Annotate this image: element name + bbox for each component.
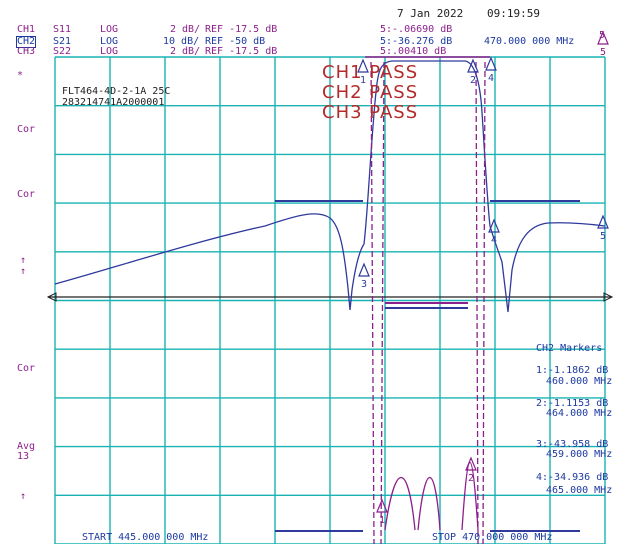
status-cor-1: Cor — [17, 124, 36, 135]
traces — [54, 56, 606, 544]
ch2-scale: 10 dB/ — [163, 36, 200, 47]
ch3-marker-readout: 5:.00410 dB — [380, 46, 447, 57]
date-label: 7 Jan 2022 — [397, 7, 464, 20]
ch3-label[interactable]: CH3 — [17, 46, 36, 57]
marker-5-icon — [597, 214, 609, 229]
marker-2-icon — [467, 58, 479, 73]
marker-1-bottom-icon — [376, 498, 388, 513]
graticule-grid — [46, 56, 614, 544]
device-serial: 283214741A2000001 — [62, 97, 165, 108]
reference-left-arrow-icon — [46, 292, 57, 302]
marker-1-icon-label: 1 — [360, 75, 366, 86]
marker-symbols: 1 2 3 4 5 4 5 1 2 — [357, 30, 609, 526]
reference-right-arrow-icon — [603, 292, 614, 302]
ch1-ref: REF -17.5 dB — [205, 24, 278, 35]
status-star: * — [17, 70, 24, 81]
ch2-format: LOG — [100, 36, 119, 47]
ch1-param: S11 — [53, 24, 72, 35]
limit-lines — [275, 200, 580, 532]
marker-5-top-icon-label: 5 — [600, 47, 606, 58]
marker-4-freq: 465.000 MHz — [546, 485, 613, 496]
status-avg: Avg — [17, 441, 36, 452]
marker-4-top-icon — [485, 56, 497, 71]
marker-4-top-icon-label: 4 — [488, 73, 494, 84]
marker-3-icon — [358, 262, 370, 277]
marker-1-freq: 460.000 MHz — [546, 376, 613, 387]
ch2-trace — [54, 60, 606, 313]
ch3-ref: REF -17.5 dB — [205, 46, 278, 57]
device-name: FLT464-4D-2-1A 25C — [62, 86, 171, 97]
ch1-pass-label: CH1 PASS — [322, 62, 419, 83]
marker-4-value: 4:-34.936 dB — [536, 472, 609, 483]
ch3-pass-label: CH3 PASS — [322, 102, 419, 123]
status-arrow-1: ↑ — [20, 255, 27, 266]
status-arrow-3: ↑ — [20, 491, 27, 502]
marker-3-value: 3:-43.958 dB — [536, 439, 609, 450]
marker-number: 5 — [599, 30, 606, 41]
marker-5-icon-label: 5 — [600, 231, 606, 242]
status-avg-count: 13 — [17, 451, 30, 462]
ch3-param: S22 — [53, 46, 72, 57]
ch1-marker-readout: 5:-.06690 dB — [380, 24, 453, 35]
ch3-trace — [384, 461, 479, 531]
ch3-scale: 2 dB/ — [170, 46, 201, 57]
marker-4-icon-label: 4 — [491, 235, 497, 246]
status-arrow-2: ↑ — [20, 266, 27, 277]
ch1-scale: 2 dB/ — [170, 24, 201, 35]
ch1-label[interactable]: CH1 — [17, 24, 36, 35]
markers-panel-title: CH2 Markers — [536, 343, 603, 354]
start-frequency: START 445.000 000 MHz — [82, 532, 209, 543]
marker-4-icon — [488, 218, 500, 233]
marker-2-bottom-icon — [465, 456, 477, 471]
marker-1-icon — [357, 58, 369, 73]
marker-frequency: 470.000 000 MHz — [484, 36, 575, 47]
ch2-ref: REF -50 dB — [205, 36, 266, 47]
ch2-label[interactable]: CH2 — [15, 36, 37, 48]
marker-2-freq: 464.000 MHz — [546, 408, 613, 419]
status-cor-3: Cor — [17, 363, 36, 374]
stop-frequency: STOP 470.000 000 MHz — [432, 532, 553, 543]
marker-2-value: 2:-1.1153 dB — [536, 398, 609, 409]
marker-1-value: 1:-1.1862 dB — [536, 365, 609, 376]
marker-2-icon-label: 2 — [470, 75, 476, 86]
time-label: 09:19:59 — [487, 7, 540, 20]
marker-3-freq: 459.000 MHz — [546, 449, 613, 460]
ch3-format: LOG — [100, 46, 119, 57]
marker-1-bottom-icon-label: 1 — [379, 515, 385, 526]
ch1-format: LOG — [100, 24, 119, 35]
ch2-marker-readout: 5:-36.276 dB — [380, 36, 453, 47]
status-cor-2: Cor — [17, 189, 36, 200]
ch2-pass-label: CH2 PASS — [322, 82, 419, 103]
marker-3-icon-label: 3 — [361, 279, 367, 290]
marker-5-top-icon — [597, 30, 609, 45]
marker-2-bottom-icon-label: 2 — [468, 473, 474, 484]
ch2-param: S21 — [53, 36, 72, 47]
